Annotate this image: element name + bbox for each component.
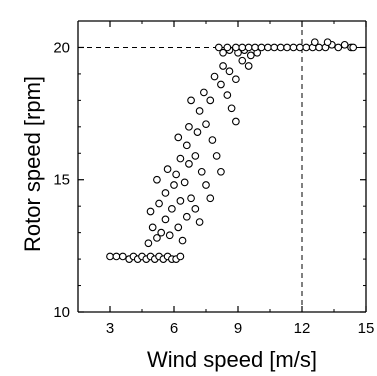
- data-point: [112, 252, 121, 261]
- data-point: [210, 72, 219, 81]
- x-tick-label: 3: [106, 320, 114, 337]
- data-point: [106, 252, 114, 261]
- data-point: [178, 236, 187, 245]
- data-point: [191, 204, 200, 213]
- x-tick-label: 6: [170, 320, 178, 337]
- data-point: [176, 154, 185, 163]
- x-tick-label: 15: [358, 320, 375, 337]
- data-point: [197, 167, 206, 176]
- data-point: [244, 62, 253, 70]
- data-point: [202, 120, 210, 129]
- data-point: [172, 170, 180, 179]
- x-tick-label: 12: [294, 320, 311, 337]
- data-point: [153, 175, 161, 184]
- data-point: [214, 43, 223, 52]
- data-point: [225, 67, 234, 76]
- data-point: [244, 43, 253, 52]
- data-point: [223, 43, 232, 52]
- data-point: [219, 62, 227, 70]
- y-tick-label: 10: [53, 304, 70, 321]
- data-point: [180, 178, 189, 187]
- data-point: [232, 117, 240, 126]
- data-point: [219, 48, 227, 57]
- data-point: [165, 231, 174, 240]
- y-tick-label: 15: [53, 172, 70, 189]
- data-point: [232, 75, 240, 84]
- data-point: [349, 43, 358, 52]
- x-tick-label: 9: [234, 320, 242, 337]
- data-point: [257, 43, 266, 52]
- data-point: [206, 96, 215, 105]
- data-point: [238, 43, 247, 52]
- data-point: [323, 38, 332, 47]
- data-point: [182, 141, 191, 150]
- data-point: [289, 43, 298, 52]
- data-point: [174, 133, 183, 142]
- data-point: [176, 252, 185, 261]
- data-point: [193, 128, 202, 136]
- x-axis-title: Wind speed [m/s]: [147, 347, 317, 372]
- data-point: [144, 239, 153, 248]
- data-point: [227, 104, 236, 113]
- data-point: [195, 107, 204, 115]
- data-point: [296, 43, 304, 52]
- data-point: [223, 91, 232, 99]
- data-point: [217, 167, 225, 176]
- data-point: [161, 215, 170, 224]
- data-point: [148, 223, 157, 232]
- data-point: [187, 96, 195, 105]
- data-point: [161, 189, 170, 197]
- y-axis-title: Rotor speed [rpm]: [20, 76, 45, 252]
- tick-labels: 3 6 9 12 15 10 15 20: [53, 39, 374, 337]
- data-point: [238, 56, 247, 65]
- data-point: [163, 165, 172, 173]
- data-point: [246, 51, 255, 60]
- data-point: [283, 43, 291, 52]
- data-point: [232, 43, 240, 52]
- data-point: [146, 207, 155, 216]
- data-point: [155, 199, 163, 208]
- data-point: [195, 218, 204, 226]
- data-point: [264, 43, 272, 52]
- data-point: [185, 122, 193, 131]
- data-point: [251, 43, 259, 52]
- data-point: [191, 152, 200, 160]
- data-point: [202, 181, 210, 189]
- data-point: [310, 38, 319, 47]
- data-point: [118, 252, 127, 261]
- data-point: [276, 43, 285, 52]
- data-point: [340, 40, 349, 49]
- data-point: [174, 223, 183, 232]
- data-point: [302, 43, 311, 52]
- data-point: [187, 194, 195, 203]
- data-point: [217, 80, 225, 89]
- data-point: [176, 197, 185, 205]
- data-point: [185, 160, 193, 168]
- data-point: [157, 228, 166, 237]
- data-point: [212, 152, 221, 160]
- data-point: [170, 181, 178, 189]
- data-point: [208, 136, 217, 144]
- data-point: [334, 43, 343, 52]
- data-point: [153, 234, 161, 242]
- data-point: [200, 88, 208, 97]
- data-point: [206, 194, 215, 203]
- y-tick-label: 20: [53, 39, 70, 56]
- data-point: [270, 43, 279, 52]
- data-point: [182, 212, 191, 221]
- data-points: [106, 38, 358, 263]
- data-point: [168, 204, 176, 213]
